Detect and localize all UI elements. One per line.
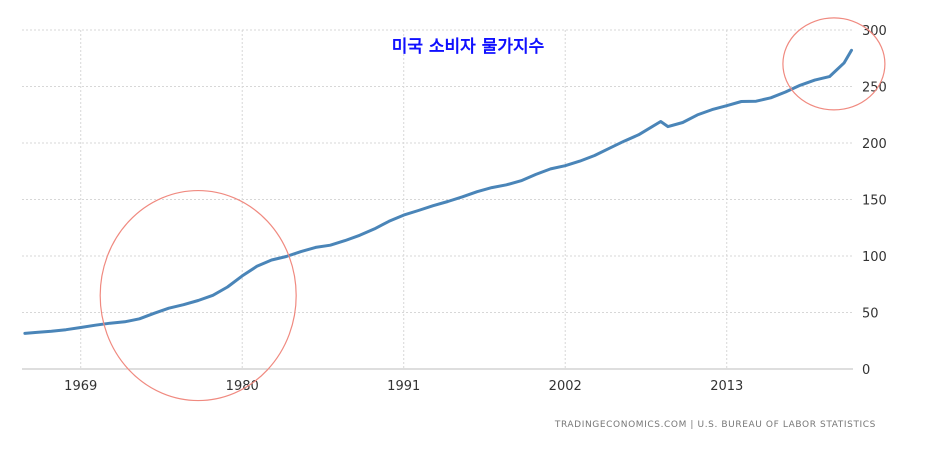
y-tick-label: 200 <box>862 137 887 152</box>
y-tick-label: 150 <box>862 194 887 209</box>
y-tick-label: 50 <box>862 307 879 322</box>
chart-source: TRADINGECONOMICS.COM | U.S. BUREAU OF LA… <box>554 420 876 430</box>
y-tick-label: 250 <box>862 81 887 96</box>
x-tick-label: 2013 <box>710 379 743 394</box>
x-tick-label: 2002 <box>549 379 582 394</box>
y-tick-label: 100 <box>862 250 887 265</box>
axes: 0 50 100 150 200 250 300 1969 1980 1991 2002 2013 <box>22 24 887 394</box>
x-tick-label: 1969 <box>64 379 97 394</box>
series-layer <box>23 48 853 335</box>
grid <box>22 29 853 369</box>
highlight-circle <box>782 17 886 111</box>
chart-title: 미국 소비자 물가지수 <box>392 37 545 57</box>
x-tick-label: 1991 <box>387 379 420 394</box>
series-line <box>23 48 853 335</box>
annotations <box>99 17 886 402</box>
y-tick-label: 0 <box>862 363 870 378</box>
y-tick-label: 300 <box>862 24 887 39</box>
x-tick-label: 1980 <box>226 379 259 394</box>
highlight-circle <box>99 189 297 402</box>
